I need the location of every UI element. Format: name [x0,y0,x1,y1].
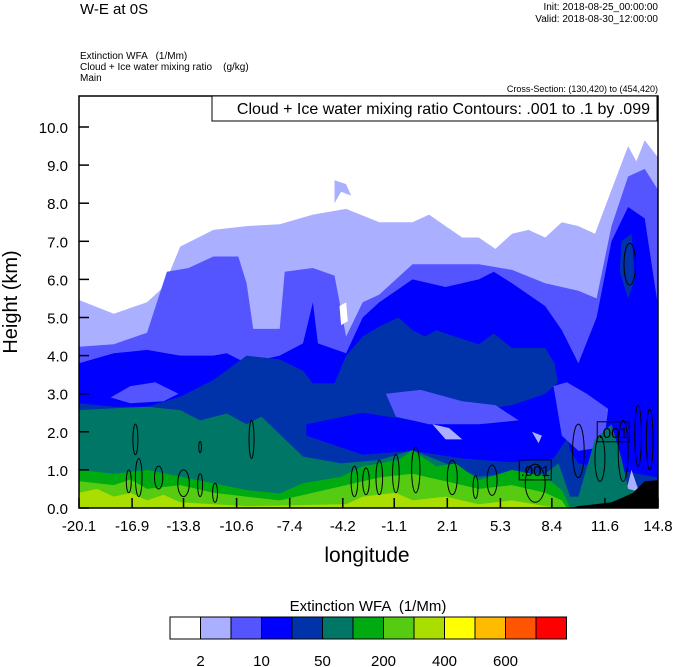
contour-patch [531,431,542,444]
contour-lines: .001 .001 [125,242,654,503]
contour-info: Cloud + Ice water mixing ratio Contours:… [237,101,650,118]
contour-line [350,465,359,498]
colorbar-label: 50 [314,653,331,667]
contour-line [248,419,255,459]
colorbar-label: 400 [432,653,457,667]
y-tick-label: 7.0 [47,234,68,251]
colorbar-swatch [200,616,232,640]
contour-label-box [518,459,552,481]
cross-section-label: Cross-Section: (130,420) to (454,420) [507,84,658,94]
contour-line [472,475,479,499]
x-tick-label: -10.6 [220,518,254,535]
contour-label: .001 [521,463,550,480]
plot-area [79,96,658,508]
x-axis-label: longitude [324,544,409,567]
colorbar-swatch [505,616,537,640]
colorbar-swatch [352,616,384,640]
contour-line [645,408,654,471]
contour-label: .001 [599,425,628,442]
contour-patch [553,382,609,451]
contour-line [446,459,458,496]
colorbar-title: Extinction WFA (1/Mm) [290,598,447,615]
field-mixing-ratio: Cloud + Ice water mixing ratio (g/kg) [80,62,249,73]
contour-info-box [211,95,658,122]
x-tick-label: 11.6 [591,518,619,535]
y-tick-label: 1.0 [47,463,68,480]
y-tick-label: 2.0 [47,425,68,442]
contour-line [524,463,546,503]
contour-patch [385,389,519,425]
contour-patch [619,233,635,299]
x-tick-label: -1.1 [381,518,407,535]
x-tick-label: 8.4 [541,518,562,535]
contour-line [411,446,421,494]
init-time: Init: 2018-08-25_00:00:00 [543,2,658,13]
terrain [570,480,658,508]
contour-line [134,457,143,498]
contour-line [153,465,164,490]
colorbar-swatch [322,616,354,640]
contour-line [572,423,585,479]
contour-line [634,404,642,467]
y-tick-label: 10.0 [39,120,68,137]
x-tick-label: -4.2 [330,518,356,535]
contour-line [623,242,637,286]
contour-line [362,467,370,496]
x-tick-label: 14.8 [643,518,672,535]
x-tick-label: -13.8 [166,518,200,535]
contour-line [617,419,629,482]
y-tick-label: 6.0 [47,272,68,289]
y-tick-label: 3.0 [47,387,68,404]
contour-line [375,459,384,496]
filled-contours [79,96,658,508]
y-tick-label: 8.0 [47,196,68,213]
colorbar-label: 600 [493,653,518,667]
contour-line [594,435,606,482]
colorbar-swatch [169,616,201,640]
contour-label-box [596,421,630,443]
contour-patch [110,382,179,404]
y-tick-label: 5.0 [47,311,68,328]
colorbar-swatch [413,616,445,640]
y-tick-label: 9.0 [47,158,68,175]
colorbar: 2 10 50 200 400 600 [169,616,567,667]
colorbar-label: 10 [253,653,270,667]
contour-patch [339,302,348,326]
contour-line [125,469,132,494]
contour-line [197,473,204,498]
y-tick-label: 0.0 [47,501,68,518]
colorbar-label: 200 [371,653,396,667]
x-tick-label: -16.9 [115,518,149,535]
colorbar-swatch [444,616,476,640]
field-main: Main [80,73,102,84]
colorbar-swatch [474,616,506,640]
colorbar-swatch [535,616,567,640]
colorbar-swatch [230,616,262,640]
plot-title: W-E at 0S [80,1,148,18]
axes: -20.1 -16.9 -13.8 -10.6 -7.4 -4.2 -1.1 2.1 5.3 8.… [39,120,673,535]
x-tick-label: -20.1 [62,518,96,535]
valid-time: Valid: 2018-08-30_12:00:00 [535,14,658,25]
y-tick-label: 4.0 [47,349,68,366]
colorbar-swatch [383,616,415,640]
field-extinction: Extinction WFA (1/Mm) [80,51,187,62]
contour-line [198,440,202,454]
x-tick-label: 5.3 [490,518,511,535]
contour-patch [432,424,463,440]
contour-line [177,469,190,498]
contour-line [132,423,139,456]
colorbar-swatch [291,616,323,640]
contour-line [392,454,400,494]
contour-patch [334,180,352,204]
x-tick-label: 2.1 [437,518,458,535]
x-tick-label: -7.4 [277,518,303,535]
colorbar-label: 2 [196,653,204,667]
colorbar-swatch [261,616,293,640]
contour-fill-level-8 [79,488,562,508]
y-axis-label: Height (km) [0,250,22,353]
contour-line [212,482,219,503]
contour-line [486,464,498,496]
